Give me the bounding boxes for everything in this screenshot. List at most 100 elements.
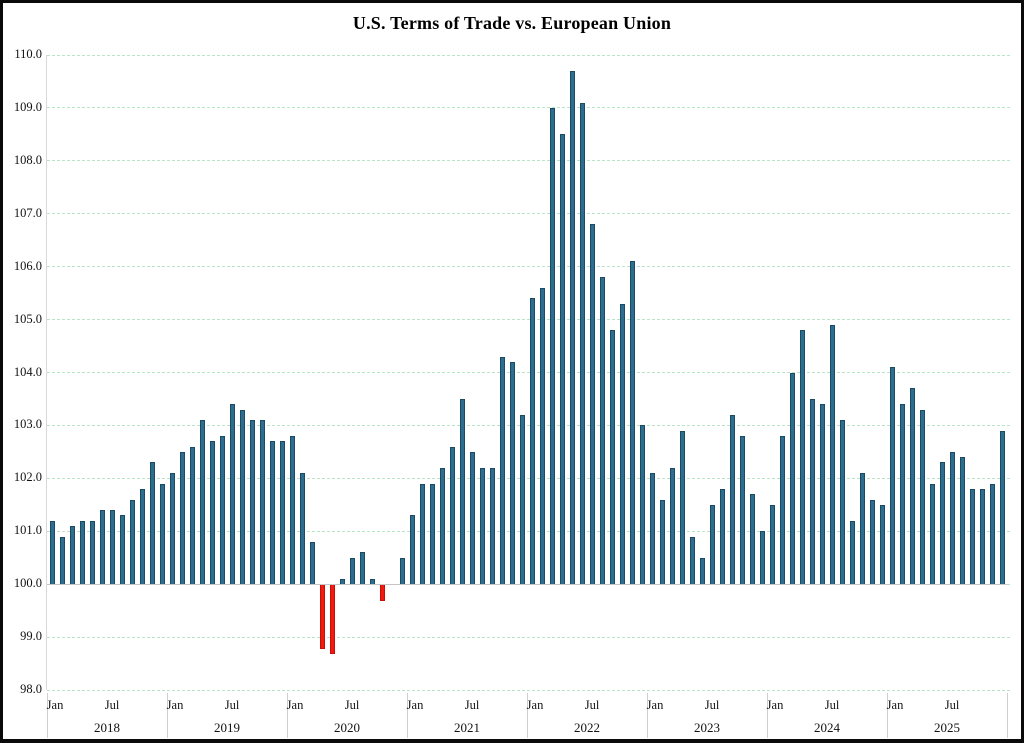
bar-2024-8 — [839, 420, 845, 585]
bar-2019-8 — [239, 409, 245, 585]
bar-2018-8 — [119, 515, 125, 585]
bar-2018-9 — [129, 499, 135, 585]
bar-2024-4 — [799, 330, 805, 585]
year-separator — [47, 693, 48, 738]
bar-2019-9 — [249, 420, 255, 585]
y-tick-label: 109.0 — [13, 99, 42, 114]
x-tick-jan-2022: Jan — [526, 698, 544, 712]
y-tick-label: 105.0 — [13, 311, 42, 326]
bar-2020-5 — [329, 585, 335, 654]
gridline-110.0 — [47, 54, 1010, 56]
bar-2021-6 — [459, 398, 465, 585]
bar-2024-9 — [849, 520, 855, 585]
bar-2023-12 — [759, 531, 765, 585]
y-tick-label: 101.0 — [13, 523, 42, 538]
bar-2021-12 — [519, 414, 525, 585]
bar-2021-2 — [419, 483, 425, 585]
y-tick-label: 100.0 — [13, 576, 42, 591]
bar-2020-6 — [339, 578, 345, 585]
bar-2019-7 — [229, 404, 235, 585]
bar-2025-5 — [929, 483, 935, 585]
bar-2020-9 — [369, 578, 375, 585]
bar-2025-8 — [959, 457, 965, 585]
gridline-107.0 — [47, 213, 1010, 215]
x-tick-jul-2019: Jul — [224, 698, 240, 712]
bar-2025-12 — [999, 430, 1005, 585]
x-tick-jan-2021: Jan — [406, 698, 424, 712]
bar-2020-2 — [299, 473, 305, 585]
bar-2024-7 — [829, 324, 835, 585]
bar-2018-3 — [69, 525, 75, 585]
y-tick-label: 98.0 — [20, 682, 42, 696]
year-separator — [167, 693, 168, 738]
bar-2021-3 — [429, 483, 435, 585]
x-year-label-2020: 2020 — [334, 720, 360, 735]
bar-2023-1 — [649, 473, 655, 585]
bar-2022-10 — [619, 303, 625, 585]
bar-2023-10 — [739, 436, 745, 585]
y-tick-label: 104.0 — [13, 364, 42, 379]
year-separator — [1007, 693, 1008, 738]
bar-2018-10 — [139, 488, 145, 585]
y-tick-label: 103.0 — [13, 417, 42, 432]
x-tick-jul-2025: Jul — [944, 698, 960, 712]
bar-2022-8 — [599, 277, 605, 585]
bar-2022-3 — [549, 107, 555, 585]
bar-2020-3 — [309, 541, 315, 585]
bar-2019-10 — [259, 420, 265, 585]
x-year-label-2019: 2019 — [214, 720, 240, 735]
x-tick-jul-2018: Jul — [104, 698, 120, 712]
bar-2021-8 — [479, 467, 485, 585]
bar-2022-6 — [579, 102, 585, 585]
bar-2025-2 — [899, 404, 905, 585]
y-tick-label: 99.0 — [20, 629, 42, 644]
year-separator — [287, 693, 288, 738]
bar-2018-12 — [159, 483, 165, 585]
gridline-108.0 — [47, 160, 1010, 162]
gridline-106.0 — [47, 266, 1010, 268]
y-tick-label: 102.0 — [13, 470, 42, 485]
bar-2018-6 — [99, 510, 105, 585]
bar-2024-2 — [779, 436, 785, 585]
bar-2024-11 — [869, 499, 875, 585]
bar-2025-6 — [939, 462, 945, 585]
bar-2020-8 — [359, 552, 365, 585]
bar-2023-4 — [679, 430, 685, 585]
x-year-label-2018: 2018 — [94, 720, 120, 735]
bar-2019-12 — [279, 441, 285, 585]
bar-2022-9 — [609, 330, 615, 585]
bar-2022-1 — [529, 298, 535, 585]
gridline-104.0 — [47, 372, 1010, 373]
bar-2021-11 — [509, 361, 515, 585]
x-tick-jan-2025: Jan — [886, 698, 904, 712]
y-tick-label: 108.0 — [13, 152, 42, 167]
bar-2024-12 — [879, 504, 885, 585]
y-tick-label: 110.0 — [14, 47, 42, 61]
year-separator — [887, 693, 888, 738]
x-tick-jul-2021: Jul — [464, 698, 480, 712]
bar-2025-7 — [949, 451, 955, 585]
x-year-label-2022: 2022 — [574, 720, 600, 735]
gridline-109.0 — [47, 107, 1010, 109]
bar-2023-7 — [709, 504, 715, 585]
gridline-101.0 — [47, 530, 1010, 532]
bar-2019-5 — [209, 441, 215, 585]
bar-2021-4 — [439, 467, 445, 585]
bar-2022-2 — [539, 287, 545, 585]
bar-2019-11 — [269, 441, 275, 585]
x-tick-jan-2018: Jan — [46, 698, 64, 712]
bar-2018-5 — [89, 520, 95, 585]
bar-2020-4 — [319, 585, 325, 649]
bar-2018-1 — [49, 520, 55, 585]
year-separator — [647, 693, 648, 738]
bar-2020-12 — [399, 557, 405, 585]
bar-2024-5 — [809, 398, 815, 585]
x-year-label-2023: 2023 — [694, 720, 720, 735]
bar-2022-5 — [569, 70, 575, 585]
bar-2018-2 — [59, 536, 65, 585]
bar-2020-1 — [289, 436, 295, 585]
baseline-100 — [47, 584, 1007, 586]
bar-2025-10 — [979, 488, 985, 585]
y-tick-label: 107.0 — [13, 205, 42, 220]
bar-2023-3 — [669, 467, 675, 585]
